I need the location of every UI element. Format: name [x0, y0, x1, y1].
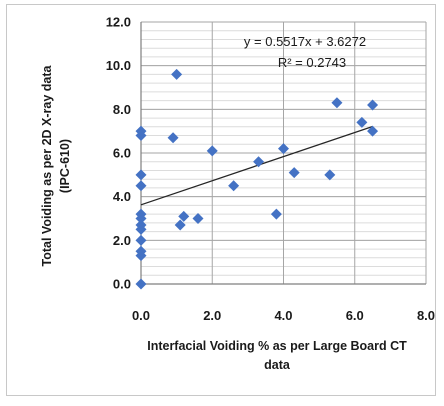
y-axis-title-line-1: Total Voiding as per 2D X-ray data [40, 64, 54, 266]
x-axis-title-line-1: Interfacial Voiding % as per Large Board… [147, 339, 407, 353]
data-point [367, 99, 379, 111]
data-point [171, 68, 183, 80]
data-point [278, 143, 289, 155]
x-tick-label: 2.0 [203, 308, 221, 323]
data-point [135, 208, 147, 220]
y-axis-title-line-2: (IPC-610) [58, 139, 72, 193]
y-tick-label: 0.0 [113, 277, 131, 292]
data-point [174, 219, 186, 231]
x-axis-title-line-2: data [264, 358, 291, 372]
data-point [356, 116, 368, 128]
trendline-group [140, 125, 373, 206]
y-tick-label: 6.0 [113, 146, 131, 161]
data-point [253, 156, 265, 168]
data-point [135, 234, 147, 246]
y-tick-label: 8.0 [113, 102, 131, 117]
data-point [331, 97, 343, 109]
data-point [167, 132, 179, 144]
data-point [135, 278, 147, 290]
y-tick-label: 2.0 [113, 233, 131, 248]
y-tick-label: 4.0 [113, 189, 131, 204]
data-point [192, 213, 204, 224]
data-point [135, 219, 147, 231]
data-point [367, 125, 379, 137]
x-tick-label: 8.0 [417, 308, 435, 323]
y-tick-label: 12.0 [106, 15, 131, 30]
data-point [135, 169, 147, 181]
trendline-r2: R² = 0.2743 [278, 55, 346, 70]
y-tick-label: 10.0 [106, 58, 131, 73]
data-point [270, 208, 282, 220]
data-point [288, 167, 300, 179]
x-tick-label: 0.0 [132, 308, 150, 323]
data-point [135, 180, 147, 192]
data-point [135, 125, 147, 137]
chart-frame [6, 4, 436, 396]
trendline-equation: y = 0.5517x + 3.6272 [244, 34, 366, 49]
data-point [324, 169, 336, 181]
data-point [206, 145, 218, 157]
trendline [140, 125, 373, 206]
data-points [135, 68, 379, 290]
x-tick-label: 6.0 [346, 308, 364, 323]
data-point [178, 210, 190, 222]
y-tick-labels: 0.0 2.0 4.0 6.0 8.0 10.0 12.0 [106, 15, 131, 292]
x-tick-labels: 0.0 2.0 4.0 6.0 8.0 [132, 308, 435, 323]
x-tick-label: 4.0 [274, 308, 292, 323]
data-point [135, 245, 147, 257]
data-point [228, 180, 240, 192]
